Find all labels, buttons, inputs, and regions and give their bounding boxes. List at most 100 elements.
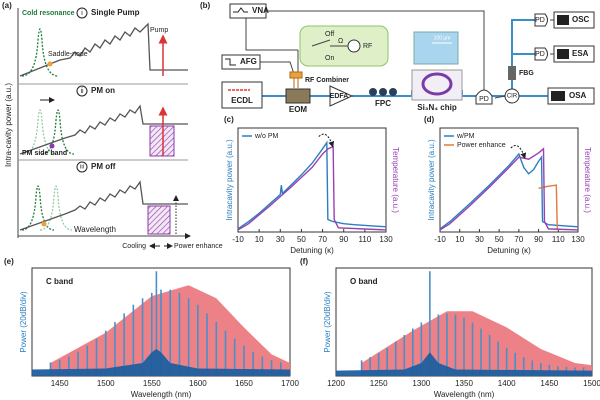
- x-tick-label: 10: [255, 235, 264, 244]
- pd-label: PD: [535, 17, 545, 24]
- annotation: Cooling: [122, 243, 146, 250]
- legend-label: w/PM: [456, 133, 475, 140]
- x-tick-label: -10: [232, 235, 244, 244]
- panel-label: (c): [224, 115, 234, 124]
- instrument-label: ECDL: [231, 96, 253, 105]
- rf-combiner: [289, 71, 303, 88]
- x-tick-label: 50: [495, 235, 504, 244]
- y-axis-label: Power (20dB/div): [323, 291, 332, 353]
- step-title: Single Pump: [91, 8, 140, 17]
- icon: [557, 49, 569, 59]
- step-number: iii: [80, 165, 84, 171]
- y-axis-label: Intracavity power (a.u.): [225, 139, 234, 221]
- x-tick-label: 1350: [455, 379, 473, 388]
- x-tick-label: 1500: [583, 379, 600, 388]
- eom: [285, 88, 311, 104]
- switch-label: On: [325, 55, 334, 62]
- x-tick-label: 30: [475, 235, 484, 244]
- x-axis-label: Wavelength (nm): [434, 390, 495, 399]
- switch-label: RF: [363, 43, 372, 50]
- y2-axis-label: Temperature (a.u.): [583, 147, 592, 213]
- plot-frame: [237, 127, 387, 233]
- step-number: ii: [80, 88, 84, 95]
- annotation: PM side band: [22, 150, 67, 157]
- rf-source: [347, 39, 361, 53]
- intracavity-trace: [19, 180, 188, 231]
- panel-label: (e): [4, 257, 14, 266]
- chip-image: [413, 31, 459, 65]
- series-area: [336, 352, 592, 376]
- resonance: [41, 109, 75, 155]
- x-tick-label: 1500: [97, 379, 115, 388]
- x-tick-label: 90: [534, 235, 543, 244]
- pd-label: PD: [535, 51, 545, 58]
- fpc-coils: [369, 88, 397, 96]
- fbg: [508, 66, 516, 80]
- scale-label: 100 μm: [434, 35, 451, 41]
- intracavity-trace: [19, 104, 188, 155]
- component-label: EOM: [289, 105, 308, 114]
- series-area: [361, 311, 592, 376]
- resonance: [39, 185, 73, 231]
- enhance-region: [149, 125, 175, 157]
- component-label: FBG: [519, 70, 534, 77]
- instrument-label: OSC: [572, 15, 590, 24]
- wire: [266, 10, 485, 92]
- x-tick-label: 70: [514, 235, 523, 244]
- x-tick-label: 130: [571, 235, 585, 244]
- switch-label: Off: [325, 31, 334, 38]
- wire: [494, 95, 506, 99]
- charts: (c) -10 10 30 50 70 90 110 130 Detuning (κ) Intrac…: [4, 115, 600, 399]
- panel-label: (a): [2, 1, 12, 10]
- side-band-point: [49, 143, 55, 149]
- annotation: C band: [46, 277, 73, 286]
- saddle-node-point: [41, 221, 47, 227]
- annotation: Power enhance: [174, 243, 223, 250]
- y2-axis-label: Temperature (a.u.): [391, 147, 400, 213]
- annotation: Saddle-node: [48, 51, 88, 58]
- annotation: Pump: [150, 27, 168, 34]
- x-tick-label: 1450: [540, 379, 558, 388]
- icon: [551, 91, 565, 101]
- wire: [550, 19, 554, 55]
- legend-label: w/o PM: [254, 133, 279, 140]
- component-label: RF Combiner: [305, 77, 349, 84]
- step-badge: [76, 161, 88, 173]
- component-label: Si₃N₄ chip: [417, 103, 457, 112]
- enhance-region: [147, 205, 171, 235]
- axes: [17, 8, 190, 238]
- x-tick-label: 1200: [327, 379, 345, 388]
- edfa: [329, 85, 354, 107]
- x-tick-label: 50: [297, 235, 306, 244]
- instrument-label: ESA: [572, 49, 589, 58]
- y-axis-label: Power (20dB/div): [19, 291, 28, 353]
- icon: [557, 15, 569, 25]
- legend-label: Power enhance: [457, 142, 506, 149]
- x-tick-label: 110: [358, 235, 371, 244]
- circulator: [504, 88, 520, 104]
- plot-frame: [439, 127, 579, 233]
- x-tick-label: 1700: [281, 379, 299, 388]
- saddle-node-point: [47, 61, 53, 67]
- x-tick-label: 1450: [51, 379, 69, 388]
- step-badge: [76, 85, 88, 97]
- x-tick-label: 1300: [412, 379, 430, 388]
- instrument-label: OSA: [569, 91, 587, 100]
- icon: [225, 58, 236, 66]
- wire: [260, 61, 295, 75]
- icon: [233, 7, 248, 13]
- laser: [221, 81, 263, 109]
- microring: [421, 72, 453, 96]
- series-line: [237, 145, 387, 231]
- arrow: [318, 133, 335, 148]
- component-label: FPC: [375, 99, 391, 108]
- x-axis-label: Wavelength: [74, 225, 116, 234]
- x-tick-label: 1550: [143, 379, 161, 388]
- series-line: [439, 152, 579, 230]
- instrument: [229, 3, 267, 19]
- photodetector: [534, 47, 548, 61]
- y-axis-label: Intra-cavity power (a.u.): [4, 83, 13, 167]
- panel-label: (b): [200, 1, 211, 10]
- component-label: EDFA: [330, 93, 349, 100]
